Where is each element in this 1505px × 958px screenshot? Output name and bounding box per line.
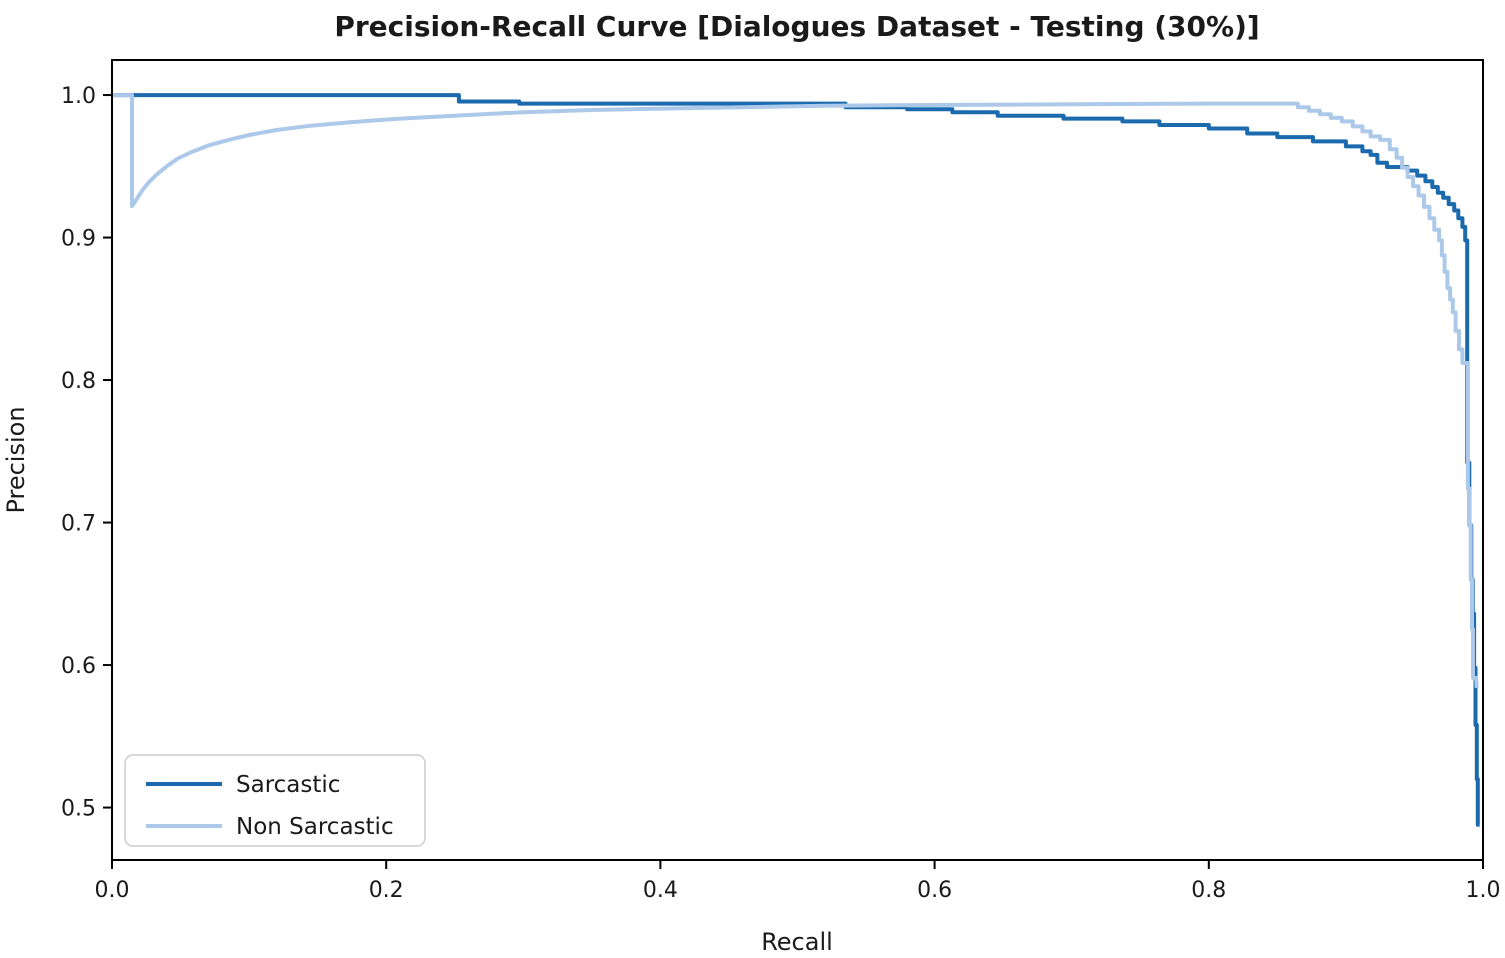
x-tick-label: 0.2 <box>369 878 404 903</box>
y-tick-label: 1.0 <box>61 84 96 109</box>
y-tick-label: 0.9 <box>61 227 96 252</box>
y-tick-label: 0.5 <box>61 797 96 822</box>
series-line-non-sarcastic <box>112 93 1479 689</box>
y-tick-label: 0.7 <box>61 512 96 537</box>
axes-frame <box>111 59 1484 861</box>
legend: Sarcastic Non Sarcastic <box>124 754 426 847</box>
y-axis-ticks: 0.5 0.6 0.7 0.8 0.9 1.0 <box>61 84 112 822</box>
x-axis-ticks: 0.0 0.2 0.4 0.6 0.8 1.0 <box>95 860 1501 903</box>
plot-area <box>112 60 1483 860</box>
x-tick-label: 0.0 <box>95 878 130 903</box>
legend-item-label: Sarcastic <box>236 772 340 798</box>
x-tick-label: 0.4 <box>643 878 678 903</box>
y-tick-label: 0.8 <box>61 369 96 394</box>
series-group <box>112 93 1480 827</box>
legend-item-label: Non Sarcastic <box>236 814 394 840</box>
y-tick-label: 0.6 <box>61 654 96 679</box>
x-tick-label: 0.8 <box>1191 878 1226 903</box>
legend-box <box>124 754 426 847</box>
x-tick-label: 0.6 <box>917 878 952 903</box>
y-axis-label: Precision <box>2 406 30 513</box>
x-axis-label: Recall <box>761 928 833 956</box>
chart-title: Precision-Recall Curve [Dialogues Datase… <box>334 10 1259 43</box>
x-tick-label: 1.0 <box>1466 878 1501 903</box>
